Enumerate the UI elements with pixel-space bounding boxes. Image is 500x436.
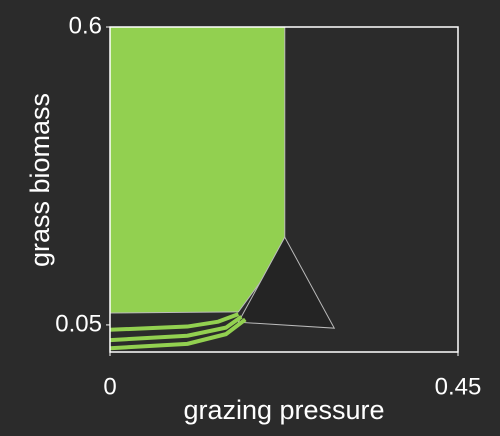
y-tick-label: 0.6 xyxy=(69,12,102,39)
y-axis-label: grass biomass xyxy=(25,93,55,267)
x-tick-label: 0 xyxy=(103,373,116,400)
x-axis-label: grazing pressure xyxy=(183,395,384,425)
line xyxy=(109,312,240,332)
line xyxy=(109,317,247,351)
x-tick-label: 0.45 xyxy=(435,373,482,400)
region xyxy=(109,26,286,314)
y-tick-label: 0.05 xyxy=(55,310,102,337)
plot-frame xyxy=(109,26,459,353)
line xyxy=(109,315,243,343)
region xyxy=(237,236,336,329)
